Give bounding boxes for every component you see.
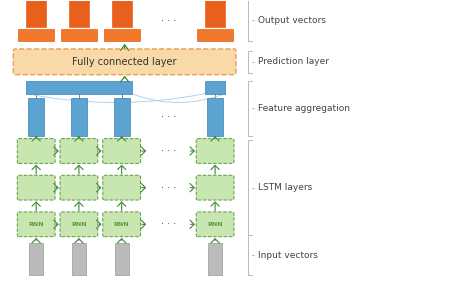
Text: Fully connected layer: Fully connected layer (72, 57, 177, 67)
Bar (26, 0, 46, 27)
FancyBboxPatch shape (114, 98, 130, 136)
FancyBboxPatch shape (103, 212, 141, 237)
FancyBboxPatch shape (71, 98, 87, 136)
FancyBboxPatch shape (18, 212, 55, 237)
Text: Output vectors: Output vectors (258, 16, 326, 25)
Bar (104, 29, 140, 41)
FancyBboxPatch shape (29, 243, 43, 275)
FancyBboxPatch shape (196, 175, 234, 200)
Text: Input vectors: Input vectors (258, 250, 318, 260)
Text: RNN: RNN (207, 222, 223, 227)
FancyBboxPatch shape (26, 81, 131, 94)
Text: RNN: RNN (29, 222, 44, 227)
FancyBboxPatch shape (72, 243, 86, 275)
Text: LSTM layers: LSTM layers (258, 183, 312, 192)
FancyBboxPatch shape (207, 98, 223, 136)
FancyBboxPatch shape (196, 212, 234, 237)
Text: RNN: RNN (114, 222, 130, 227)
Text: Prediction layer: Prediction layer (258, 57, 329, 66)
FancyBboxPatch shape (13, 49, 236, 75)
Bar (18, 29, 54, 41)
FancyBboxPatch shape (18, 139, 55, 164)
FancyBboxPatch shape (115, 243, 129, 275)
FancyBboxPatch shape (103, 175, 141, 200)
Text: · · ·: · · · (162, 82, 175, 91)
FancyBboxPatch shape (196, 139, 234, 164)
FancyBboxPatch shape (28, 98, 44, 136)
Bar (205, 0, 225, 27)
Text: · · ·: · · · (161, 219, 176, 229)
Bar (197, 29, 233, 41)
FancyBboxPatch shape (60, 175, 98, 200)
Text: Feature aggregation: Feature aggregation (258, 104, 350, 113)
FancyBboxPatch shape (60, 139, 98, 164)
FancyBboxPatch shape (18, 175, 55, 200)
Text: · · ·: · · · (161, 183, 176, 193)
FancyBboxPatch shape (60, 212, 98, 237)
Bar (69, 0, 89, 27)
Bar (112, 0, 131, 27)
FancyBboxPatch shape (205, 81, 225, 94)
Text: · · ·: · · · (161, 16, 176, 26)
Text: RNN: RNN (71, 222, 87, 227)
FancyBboxPatch shape (208, 243, 222, 275)
FancyBboxPatch shape (103, 139, 141, 164)
Bar (61, 29, 97, 41)
Text: · · ·: · · · (161, 146, 176, 156)
Text: · · ·: · · · (161, 112, 176, 122)
